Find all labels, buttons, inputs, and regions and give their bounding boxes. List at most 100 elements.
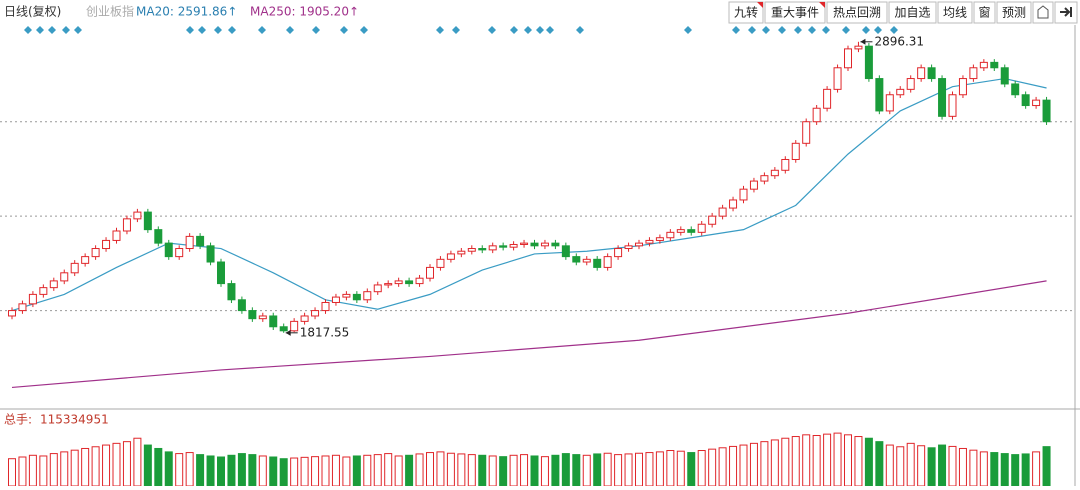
signal-marker xyxy=(536,26,544,34)
candle-body xyxy=(906,78,915,90)
signal-marker xyxy=(452,26,460,34)
candle-body xyxy=(812,107,821,123)
candle-body xyxy=(718,207,727,217)
ma-line xyxy=(11,280,1047,389)
candle-body xyxy=(614,248,623,258)
toolbar-button[interactable] xyxy=(973,1,996,24)
candle-body xyxy=(770,169,779,177)
candle-body xyxy=(958,78,967,96)
volume-bar xyxy=(791,436,800,487)
volume-bar xyxy=(164,451,173,487)
volume-bar xyxy=(133,437,142,487)
toolbar-label: 均线 xyxy=(943,6,967,20)
candle-body xyxy=(394,280,403,285)
signal-marker xyxy=(228,26,236,34)
candle-body xyxy=(446,253,455,260)
candle-body xyxy=(363,291,372,301)
volume-bar xyxy=(321,455,330,487)
signal-marker xyxy=(762,26,770,34)
volume-bar xyxy=(91,446,100,487)
toolbar: 九转 重大事件 热点回溯 加自选 均线窗预测 xyxy=(728,1,1032,24)
candle-body xyxy=(384,283,393,286)
toolbar-label: 加自选 xyxy=(894,6,930,20)
candle-body xyxy=(582,258,591,263)
volume-bar xyxy=(415,453,424,487)
signal-marker xyxy=(862,26,870,34)
toolbar-button[interactable] xyxy=(996,1,1032,24)
volume-bar xyxy=(1021,453,1030,487)
volume-bar xyxy=(384,453,393,487)
candle-body xyxy=(540,242,549,247)
candle-body xyxy=(917,67,926,80)
volume-bar xyxy=(196,454,205,487)
candle-body xyxy=(217,261,225,285)
signal-marker xyxy=(436,26,444,34)
toolbar-label: 重大事件 xyxy=(771,6,819,20)
candle-body xyxy=(833,67,842,90)
volume-bar xyxy=(405,454,414,487)
candle-body xyxy=(196,235,205,247)
candle-body xyxy=(666,231,675,239)
volume-bar xyxy=(112,442,121,487)
volume-bar xyxy=(812,435,821,487)
volume-bar xyxy=(760,441,769,487)
volume-title: 总手: xyxy=(4,413,32,427)
volume-bar xyxy=(645,452,654,487)
period-label: 日线(复权) xyxy=(4,5,61,19)
signal-marker xyxy=(842,26,850,34)
candle-body xyxy=(28,293,37,305)
candle-body xyxy=(635,242,643,247)
volume-bar xyxy=(614,454,623,487)
toolbar-label: 窗 xyxy=(978,6,990,20)
candle-body xyxy=(405,280,414,285)
home-button[interactable] xyxy=(1032,1,1054,24)
toolbar-button[interactable] xyxy=(764,1,826,24)
volume-bar xyxy=(948,445,957,487)
toolbar-button[interactable] xyxy=(937,1,973,24)
toolbar-button[interactable] xyxy=(826,1,888,24)
candle-body xyxy=(60,272,69,282)
volume-bar xyxy=(520,454,529,487)
candle-body xyxy=(91,248,100,258)
candle-body xyxy=(572,256,581,263)
candle-body xyxy=(739,188,748,201)
extreme-label: 1817.55 xyxy=(300,325,350,339)
candle-body xyxy=(655,237,664,241)
volume-bar xyxy=(436,451,445,487)
volume-bar xyxy=(331,454,340,487)
candle-body xyxy=(624,245,633,250)
volume-bar xyxy=(446,452,455,487)
candle-body xyxy=(687,229,696,233)
candle-body xyxy=(603,256,612,268)
candle-body xyxy=(154,229,163,244)
signal-marker xyxy=(546,26,554,34)
volume-bar xyxy=(248,454,257,487)
volume-bar xyxy=(749,442,758,487)
toolbar-button[interactable] xyxy=(728,1,764,24)
candle-body xyxy=(300,315,309,322)
volume-bar xyxy=(676,450,685,487)
toolbar-icons xyxy=(1032,1,1078,24)
index-name: 创业板指 xyxy=(86,4,134,19)
signal-marker xyxy=(890,26,898,34)
signal-marker xyxy=(312,26,320,34)
candle-body xyxy=(290,320,299,332)
volume-bar xyxy=(697,450,706,487)
volume-bar xyxy=(60,451,69,487)
volume-bar xyxy=(39,455,48,487)
candle-body xyxy=(269,315,278,328)
volume-bar xyxy=(8,458,16,487)
signal-marker xyxy=(732,26,740,34)
candle-body xyxy=(520,242,529,245)
candle-body xyxy=(760,175,769,182)
volume-bar xyxy=(1011,454,1020,487)
signal-marker xyxy=(24,26,32,34)
volume-bar xyxy=(582,454,591,487)
volume-bar xyxy=(478,454,487,487)
toolbar-button[interactable] xyxy=(888,1,937,24)
volume-bar xyxy=(561,453,570,487)
volume-bar xyxy=(1000,453,1009,487)
candle-body xyxy=(70,262,79,274)
